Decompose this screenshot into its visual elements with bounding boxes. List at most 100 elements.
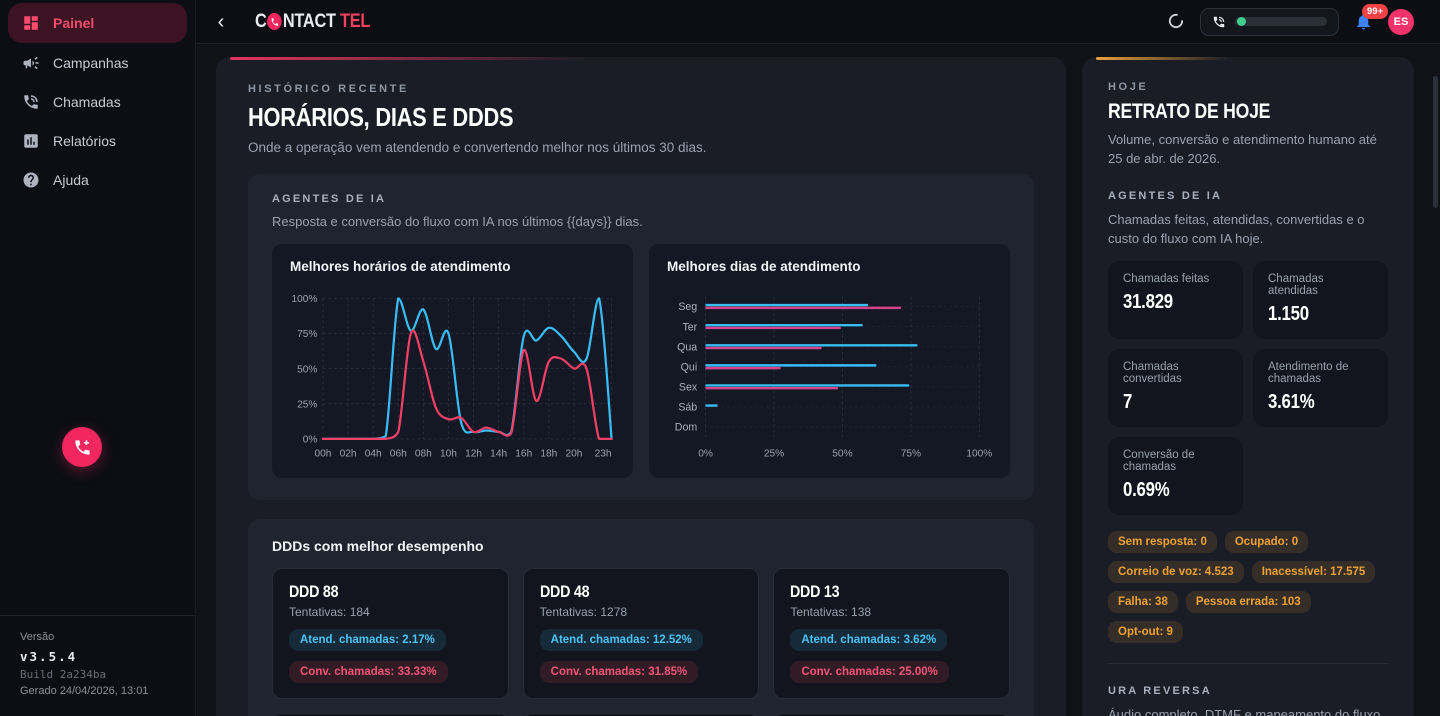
topbar-actions: 99+ ES <box>1167 4 1414 36</box>
today-agents-heading: AGENTES DE IA <box>1108 189 1223 202</box>
svg-text:75%: 75% <box>901 448 921 459</box>
days-bar-chart: 0% 25% 50% 75% 100% Seg Ter Qua Qui Sex Sáb Dom <box>675 296 992 459</box>
today-agents-description: Chamadas feitas, atendidas, convertidas … <box>1108 211 1365 246</box>
stat-label: Chamadas atendidas <box>1268 273 1324 298</box>
sidebar-item-chamadas[interactable]: Chamadas <box>8 83 187 121</box>
svg-text:04h: 04h <box>365 448 382 459</box>
user-avatar[interactable]: ES <box>1388 8 1414 35</box>
dashboard-icon <box>22 14 40 32</box>
back-button[interactable]: ‹ <box>209 10 233 34</box>
svg-text:25%: 25% <box>297 399 317 410</box>
stat-value: 3.61% <box>1268 391 1315 414</box>
svg-text:75%: 75% <box>297 329 317 340</box>
stat-card: Atendimento de chamadas 3.61% <box>1253 349 1388 428</box>
sidebar-item-label: Campanhas <box>53 55 129 71</box>
days-chart-card: Melhores dias de atendimento 0% 25% 50% 75%… <box>649 244 1010 478</box>
stat-card: Chamadas convertidas 7 <box>1108 349 1243 428</box>
spinner-icon <box>1168 13 1184 28</box>
refresh-button[interactable] <box>1167 13 1185 31</box>
stat-card: Conversão de chamadas 0.69% <box>1108 437 1243 516</box>
add-call-fab[interactable] <box>62 427 102 467</box>
svg-text:12h: 12h <box>465 448 482 459</box>
hours-chart-card: Melhores horários de atendimento 0% 25% 50… <box>272 244 633 478</box>
hours-chart-title: Melhores horários de atendimento <box>290 259 511 274</box>
svg-text:100%: 100% <box>291 294 317 305</box>
sidebar-item-label: Chamadas <box>53 94 121 110</box>
help-icon <box>22 171 40 189</box>
svg-text:14h: 14h <box>490 448 507 459</box>
ddd-card: DDD 13 Tentativas: 138 Atend. chamadas: 3.… <box>773 568 1010 699</box>
sidebar-item-relatorios[interactable]: Relatórios <box>8 122 187 160</box>
stat-value: 1.150 <box>1268 303 1309 326</box>
ddd-title: DDD 13 <box>790 582 840 601</box>
conv-badge: Conv. chamadas: 31.85% <box>539 661 699 683</box>
svg-text:00h: 00h <box>315 448 332 459</box>
sidebar-nav: Painel Campanhas Chamadas Relatórios Ajuda <box>0 0 195 200</box>
svg-text:0%: 0% <box>698 448 713 459</box>
svg-text:02h: 02h <box>340 448 357 459</box>
outcome-badge: Opt-out: 9 <box>1108 621 1183 644</box>
dialer-widget[interactable] <box>1200 7 1339 36</box>
report-icon <box>22 132 40 150</box>
svg-text:0%: 0% <box>303 435 318 446</box>
atend-badge: Atend. chamadas: 2.17% <box>289 629 446 651</box>
logo-accent: TEL <box>340 10 371 32</box>
svg-text:25%: 25% <box>764 448 784 459</box>
page-title: HORÁRIOS, DIAS E DDDS <box>248 102 514 132</box>
ai-agents-section: AGENTES DE IA Resposta e conversão do fl… <box>248 174 1034 500</box>
days-chart-title: Melhores dias de atendimento <box>667 259 861 274</box>
ddd-card: DDD 88 Tentativas: 184 Atend. chamadas: 2.… <box>272 568 509 699</box>
ddd-grid: DDD 88 Tentativas: 184 Atend. chamadas: 2.… <box>272 568 1010 716</box>
dialer-phone-icon <box>1212 15 1226 29</box>
ura-heading: URA REVERSA <box>1108 685 1212 698</box>
ddd-card: DDD 48 Tentativas: 1278 Atend. chamadas: 1… <box>522 568 760 699</box>
svg-text:Seg: Seg <box>678 301 697 313</box>
conv-badge: Conv. chamadas: 33.33% <box>289 661 448 683</box>
version-number: v3.5.4 <box>20 648 78 664</box>
notifications-button[interactable]: 99+ <box>1354 4 1389 31</box>
version-generated: Gerado 24/04/2026, 13:01 <box>20 684 149 697</box>
today-stats-grid: Chamadas feitas 31.829 Chamadas atendidas 1… <box>1108 261 1388 516</box>
svg-text:08h: 08h <box>415 448 432 459</box>
ddd-attempts: Tentativas: 138 <box>790 605 872 619</box>
logo-post: NTACT <box>282 10 336 32</box>
sidebar-item-label: Ajuda <box>53 172 89 188</box>
main-column: ‹ C NTACT TEL <box>196 0 1440 716</box>
add-call-icon <box>73 438 92 457</box>
svg-text:18h: 18h <box>540 448 557 459</box>
notification-badge: 99+ <box>1362 4 1389 19</box>
topbar: ‹ C NTACT TEL <box>196 0 1440 44</box>
panel-accent-pink <box>230 57 587 60</box>
history-eyebrow: HISTÓRICO RECENTE <box>248 83 409 95</box>
page-scrollbar[interactable] <box>1433 76 1438 208</box>
svg-text:23h: 23h <box>595 448 612 459</box>
today-eyebrow: HOJE <box>1108 81 1149 93</box>
hours-line-chart: 0% 25% 50% 75% 100% 00h 02h 04h 06h 08h 10h 12h 14h 1… <box>291 294 613 459</box>
panel-accent-amber <box>1096 57 1229 60</box>
sidebar-item-label: Painel <box>53 15 95 31</box>
sidebar: Painel Campanhas Chamadas Relatórios Ajuda V… <box>0 0 196 716</box>
svg-text:Sex: Sex <box>679 382 698 394</box>
outcome-badge: Sem resposta: 0 <box>1108 531 1217 554</box>
stat-label: Conversão de chamadas <box>1123 449 1195 474</box>
svg-text:50%: 50% <box>297 364 317 375</box>
ddd-attempts: Tentativas: 184 <box>289 605 370 619</box>
dialer-slider[interactable] <box>1235 17 1327 26</box>
sidebar-item-ajuda[interactable]: Ajuda <box>8 161 187 199</box>
ura-description: Áudio completo, DTMF e mapeamento do flu… <box>1108 707 1381 716</box>
ddd-title: DDD 88 <box>289 582 339 601</box>
svg-text:Dom: Dom <box>675 422 698 434</box>
stat-value: 31.829 <box>1123 291 1173 314</box>
page-subtitle: Onde a operação vem atendendo e converte… <box>248 140 707 155</box>
today-panel: HOJE RETRATO DE HOJE Volume, conversão e… <box>1082 57 1414 716</box>
outcome-badge: Correio de voz: 4.523 <box>1108 561 1244 584</box>
sidebar-item-campanhas[interactable]: Campanhas <box>8 44 187 82</box>
sidebar-item-painel[interactable]: Painel <box>8 3 187 43</box>
stat-label: Chamadas feitas <box>1123 273 1210 286</box>
dialer-slider-knob[interactable] <box>1237 17 1246 26</box>
svg-text:16h: 16h <box>515 448 532 459</box>
svg-text:06h: 06h <box>390 448 407 459</box>
megaphone-icon <box>22 54 40 72</box>
ai-agents-heading: AGENTES DE IA <box>272 193 387 205</box>
